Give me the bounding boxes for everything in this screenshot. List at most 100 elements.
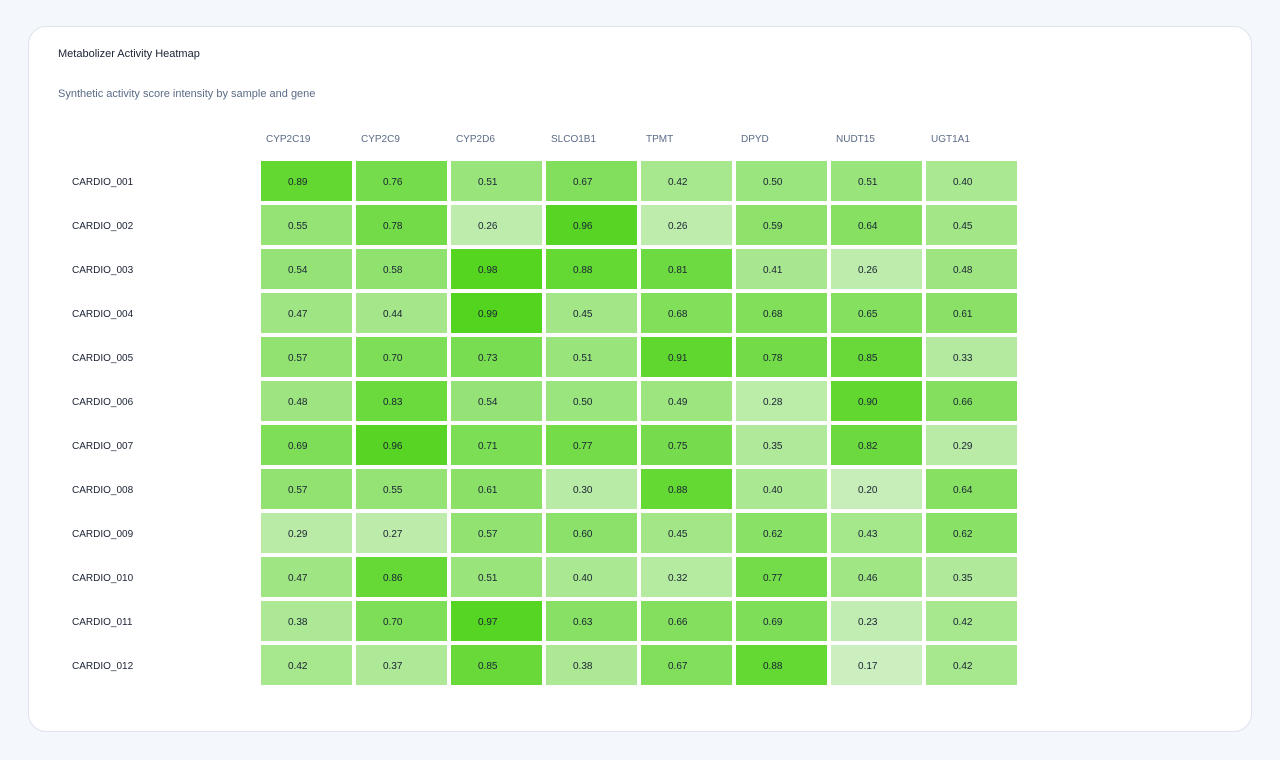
heatmap-cell xyxy=(451,293,542,333)
heatmap-cell xyxy=(356,645,447,685)
cell-value-label: 0.44 xyxy=(383,309,403,320)
heatmap-cell xyxy=(356,425,447,465)
heatmap-cell xyxy=(451,381,542,421)
cell-value-label: 0.90 xyxy=(858,397,878,408)
column-label-ugt1a1: UGT1A1 xyxy=(931,134,970,145)
heatmap-cell xyxy=(261,205,352,245)
heatmap-cell xyxy=(261,293,352,333)
cell-value-label: 0.26 xyxy=(668,221,688,232)
heatmap-cell xyxy=(641,249,732,289)
cell-value-label: 0.89 xyxy=(288,177,308,188)
heatmap-cell xyxy=(736,337,827,377)
row-label-cardio_003: CARDIO_003 xyxy=(72,265,134,276)
heatmap-cell xyxy=(451,161,542,201)
heatmap-cell xyxy=(641,293,732,333)
heatmap-cell xyxy=(546,513,637,553)
cell-value-label: 0.83 xyxy=(383,397,403,408)
heatmap-cell xyxy=(356,293,447,333)
cell-value-label: 0.51 xyxy=(478,573,498,584)
cell-value-label: 0.73 xyxy=(478,353,498,364)
heatmap-cell xyxy=(451,249,542,289)
heatmap-cell xyxy=(261,249,352,289)
cell-value-label: 0.85 xyxy=(478,661,498,672)
cell-value-label: 0.88 xyxy=(573,265,593,276)
cell-value-label: 0.28 xyxy=(763,397,783,408)
chart-title: Metabolizer Activity Heatmap xyxy=(58,48,200,60)
cell-value-label: 0.42 xyxy=(953,661,973,672)
heatmap-cell xyxy=(736,557,827,597)
heatmap-cell xyxy=(831,293,922,333)
cell-value-label: 0.61 xyxy=(478,485,498,496)
cell-value-label: 0.45 xyxy=(668,529,688,540)
cell-value-label: 0.42 xyxy=(953,617,973,628)
cell-value-label: 0.38 xyxy=(573,661,593,672)
cell-value-label: 0.57 xyxy=(288,353,308,364)
cell-value-label: 0.57 xyxy=(288,485,308,496)
heatmap-cell xyxy=(831,249,922,289)
heatmap-cell xyxy=(926,645,1017,685)
heatmap-cell xyxy=(926,601,1017,641)
heatmap-cell xyxy=(736,469,827,509)
heatmap-cell xyxy=(736,205,827,245)
heatmap-cell xyxy=(736,249,827,289)
cell-value-label: 0.23 xyxy=(858,617,878,628)
heatmap-cell xyxy=(736,645,827,685)
heatmap-cell xyxy=(546,645,637,685)
cell-value-label: 0.49 xyxy=(668,397,688,408)
cell-value-label: 0.77 xyxy=(573,441,593,452)
heatmap-cell xyxy=(641,337,732,377)
heatmap-cell xyxy=(831,469,922,509)
heatmap-cell xyxy=(356,381,447,421)
column-label-cyp2c19: CYP2C19 xyxy=(266,134,311,145)
heatmap-cell xyxy=(451,645,542,685)
row-label-cardio_004: CARDIO_004 xyxy=(72,309,134,320)
heatmap-cell xyxy=(641,469,732,509)
cell-value-label: 0.33 xyxy=(953,353,973,364)
cell-value-label: 0.55 xyxy=(383,485,403,496)
heatmap-cell xyxy=(451,337,542,377)
heatmap-cell xyxy=(926,293,1017,333)
heatmap-cell xyxy=(546,337,637,377)
column-label-slco1b1: SLCO1B1 xyxy=(551,134,596,145)
cell-value-label: 0.51 xyxy=(478,177,498,188)
heatmap-cell xyxy=(641,205,732,245)
cell-value-label: 0.46 xyxy=(858,573,878,584)
cell-value-label: 0.54 xyxy=(478,397,498,408)
cell-value-label: 0.67 xyxy=(573,177,593,188)
cell-value-label: 0.17 xyxy=(858,661,878,672)
heatmap-cell xyxy=(451,205,542,245)
cell-value-label: 0.45 xyxy=(953,221,973,232)
cell-value-label: 0.40 xyxy=(573,573,593,584)
heatmap-cell xyxy=(926,425,1017,465)
cell-value-label: 0.76 xyxy=(383,177,403,188)
heatmap-cell xyxy=(261,645,352,685)
heatmap-cell xyxy=(831,601,922,641)
cell-value-label: 0.60 xyxy=(573,529,593,540)
cell-value-label: 0.50 xyxy=(763,177,783,188)
cell-value-label: 0.85 xyxy=(858,353,878,364)
heatmap-cell xyxy=(641,557,732,597)
cell-value-label: 0.97 xyxy=(478,617,498,628)
heatmap-cell xyxy=(926,513,1017,553)
row-label-cardio_005: CARDIO_005 xyxy=(72,353,134,364)
cell-value-label: 0.29 xyxy=(953,441,973,452)
heatmap-cell xyxy=(261,381,352,421)
cell-value-label: 0.68 xyxy=(763,309,783,320)
cell-value-label: 0.47 xyxy=(288,309,308,320)
cell-value-label: 0.55 xyxy=(288,221,308,232)
cell-value-label: 0.82 xyxy=(858,441,878,452)
cell-value-label: 0.42 xyxy=(288,661,308,672)
cell-value-label: 0.32 xyxy=(668,573,688,584)
heatmap-cell xyxy=(261,337,352,377)
heatmap-cell xyxy=(546,425,637,465)
cell-value-label: 0.35 xyxy=(953,573,973,584)
heatmap-cell xyxy=(546,293,637,333)
row-label-cardio_011: CARDIO_011 xyxy=(72,617,133,628)
cell-value-label: 0.68 xyxy=(668,309,688,320)
heatmap-cell xyxy=(641,513,732,553)
cell-value-label: 0.41 xyxy=(763,265,783,276)
heatmap-cell xyxy=(546,601,637,641)
cell-value-label: 0.40 xyxy=(763,485,783,496)
cell-value-label: 0.63 xyxy=(573,617,593,628)
heatmap-cell xyxy=(736,513,827,553)
